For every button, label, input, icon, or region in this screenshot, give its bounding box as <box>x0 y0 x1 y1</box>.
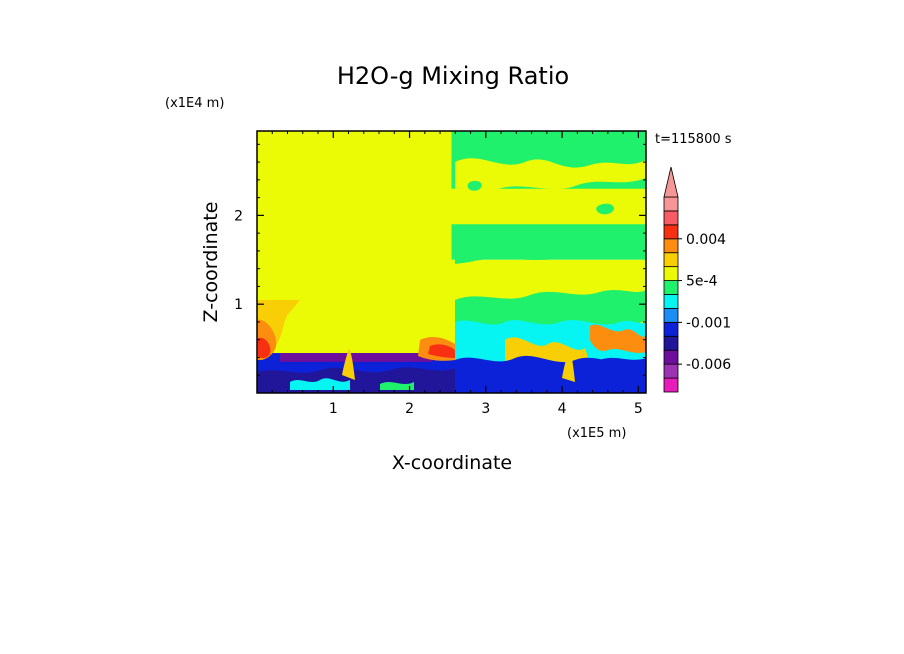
base-cyan-patches <box>290 378 350 390</box>
spike-plume-2 <box>562 348 575 382</box>
colorbar-extend-arrow <box>663 166 679 198</box>
colorbar-segment <box>663 280 679 295</box>
chart-title: H2O-g Mixing Ratio <box>337 62 569 90</box>
y-tick-label: 1 <box>234 297 243 313</box>
x-tick-label: 1 <box>329 401 338 417</box>
field-texture-upper <box>455 158 646 264</box>
colorbar-label: -0.006 <box>686 357 731 373</box>
colorbar-segment <box>663 210 679 226</box>
x-tick-label: 5 <box>634 401 643 417</box>
colorbar-segment <box>663 252 679 268</box>
x-axis-label: X-coordinate <box>392 452 512 474</box>
colorbar-segment <box>663 294 679 309</box>
x-tick-label: 4 <box>558 401 567 417</box>
left-hot-core <box>258 337 271 358</box>
colorbar-segment <box>663 349 679 365</box>
colorbar-segment <box>663 196 679 212</box>
field-plot <box>257 131 646 393</box>
colorbar-segment <box>663 335 679 351</box>
texture-band-2 <box>455 228 646 264</box>
colorbar-segment <box>663 321 679 337</box>
colorbar-segment <box>663 308 679 323</box>
x-axis-ticks: 1 2 3 4 5 <box>271 131 643 417</box>
colorbar-segment <box>663 238 679 254</box>
colorbar-label: -0.001 <box>686 315 731 331</box>
colorbar-label: 0.004 <box>686 232 726 248</box>
plume-blue <box>455 355 646 393</box>
colorbar-segment <box>663 266 679 281</box>
field-region-5 <box>279 353 433 362</box>
colorbar-label: 5e-4 <box>686 274 718 290</box>
time-label: t=115800 s <box>655 132 732 147</box>
texture-spot-2 <box>596 203 614 215</box>
texture-band-1 <box>455 158 646 193</box>
y-axis-ticks: 12 <box>234 143 646 376</box>
field-region-0 <box>257 131 452 358</box>
spike-plume-1 <box>342 348 355 380</box>
x-tick-label: 3 <box>481 401 490 417</box>
base-green-patches <box>380 382 414 390</box>
mid-hot-core <box>428 344 455 358</box>
x-unit-label: (x1E5 m) <box>567 426 626 441</box>
colorbar: 0.004 5e-4 -0.001 -0.006 <box>663 166 731 393</box>
colorbar-segment <box>663 224 679 240</box>
colorbar-segment <box>663 377 679 393</box>
y-tick-label: 2 <box>234 208 243 224</box>
field-region-2 <box>451 188 646 225</box>
y-axis-label: Z-coordinate <box>200 202 222 323</box>
plume-orange-2 <box>590 324 646 353</box>
field-texture-lower <box>455 290 646 393</box>
plot-frame <box>256 130 647 394</box>
y-unit-label: (x1E4 m) <box>165 96 224 111</box>
x-tick-label: 2 <box>405 401 414 417</box>
texture-spot-1 <box>467 180 482 191</box>
field-texture-left <box>257 300 575 393</box>
colorbar-segment <box>663 363 679 379</box>
